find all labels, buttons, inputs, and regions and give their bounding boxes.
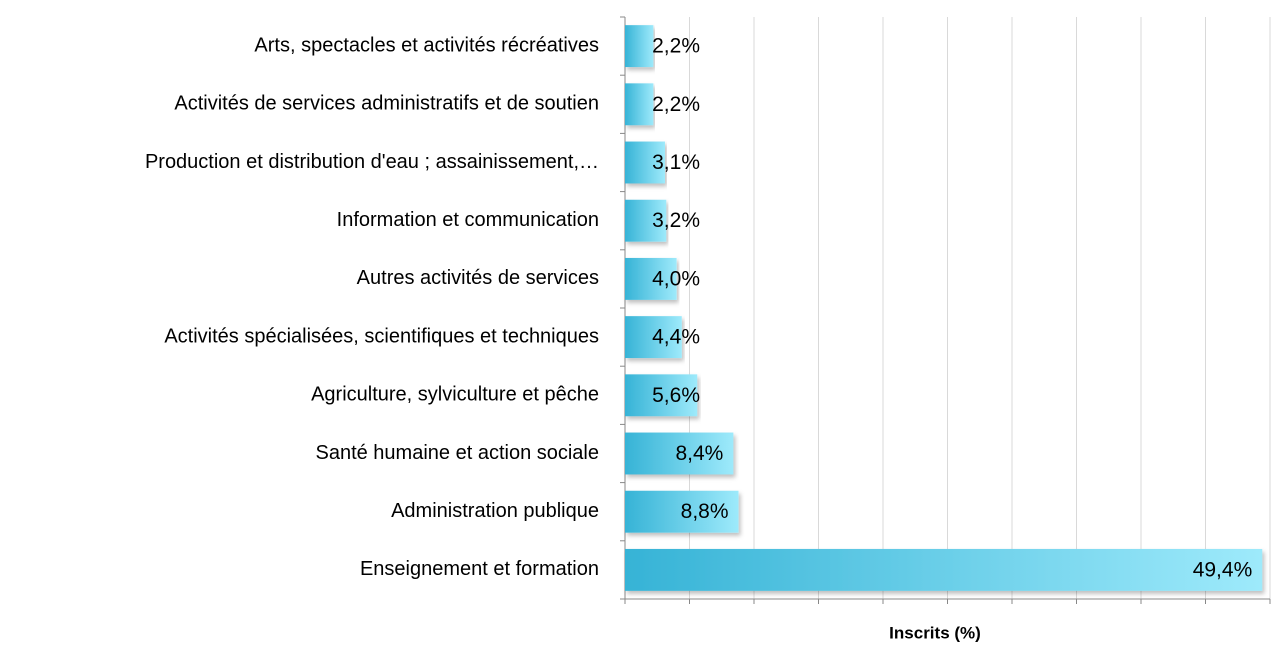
category-label: Activités spécialisées, scientifiques et…	[164, 325, 599, 347]
value-label: 4,4%	[652, 326, 700, 349]
category-label: Information et communication	[337, 209, 599, 231]
bar	[625, 374, 698, 417]
bar	[625, 199, 667, 242]
value-label: 4,0%	[652, 267, 700, 290]
category-label: Autres activités de services	[357, 267, 599, 289]
value-label: 2,2%	[652, 35, 700, 58]
value-label: 8,8%	[681, 500, 729, 523]
value-label: 3,2%	[652, 209, 700, 232]
bar	[625, 548, 1263, 591]
bar	[625, 257, 677, 300]
value-label: 3,1%	[652, 151, 700, 174]
category-label: Agriculture, sylviculture et pêche	[311, 384, 599, 406]
value-label: 8,4%	[675, 442, 723, 465]
category-label: Enseignement et formation	[360, 558, 599, 580]
category-label: Activités de services administratifs et …	[174, 93, 599, 115]
category-label: Administration publique	[391, 500, 599, 522]
bar	[625, 25, 654, 68]
value-label: 5,6%	[652, 384, 700, 407]
category-label: Arts, spectacles et activités récréative…	[254, 34, 599, 56]
bar	[625, 141, 665, 184]
x-axis-title: Inscrits (%)	[889, 623, 981, 642]
category-label: Production et distribution d'eau ; assai…	[145, 151, 599, 173]
bar	[625, 432, 734, 475]
bar	[625, 83, 654, 126]
category-label: Santé humaine et action sociale	[315, 442, 599, 464]
value-label: 2,2%	[652, 93, 700, 116]
value-label: 49,4%	[1193, 558, 1253, 581]
bar	[625, 490, 739, 533]
bar	[625, 316, 682, 359]
